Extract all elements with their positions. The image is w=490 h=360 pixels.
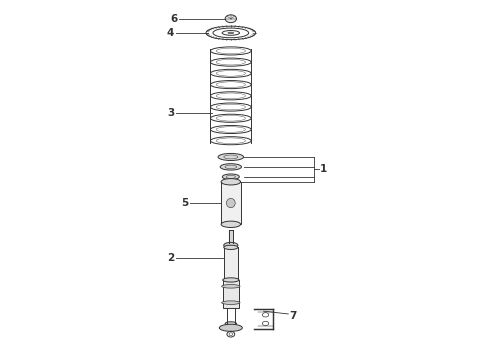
Ellipse shape bbox=[221, 284, 240, 288]
Ellipse shape bbox=[220, 324, 243, 331]
Ellipse shape bbox=[226, 198, 235, 208]
Text: 7: 7 bbox=[289, 311, 296, 321]
Text: 2: 2 bbox=[167, 253, 174, 263]
Text: 5: 5 bbox=[181, 198, 188, 208]
Ellipse shape bbox=[221, 221, 241, 228]
Ellipse shape bbox=[218, 153, 244, 161]
Ellipse shape bbox=[225, 15, 237, 23]
Text: 3: 3 bbox=[167, 108, 174, 118]
Ellipse shape bbox=[222, 31, 240, 35]
Ellipse shape bbox=[222, 174, 239, 180]
Ellipse shape bbox=[224, 242, 238, 248]
Bar bbox=[221, 182, 241, 224]
Ellipse shape bbox=[225, 322, 237, 325]
Ellipse shape bbox=[221, 179, 241, 185]
Text: 1: 1 bbox=[320, 165, 327, 174]
Ellipse shape bbox=[224, 245, 238, 249]
Ellipse shape bbox=[221, 301, 240, 305]
Bar bbox=[222, 280, 239, 307]
Bar bbox=[224, 247, 238, 279]
Text: 4: 4 bbox=[167, 28, 174, 38]
Text: 6: 6 bbox=[171, 14, 178, 24]
Ellipse shape bbox=[222, 278, 239, 282]
Ellipse shape bbox=[228, 32, 234, 34]
Ellipse shape bbox=[220, 164, 242, 170]
